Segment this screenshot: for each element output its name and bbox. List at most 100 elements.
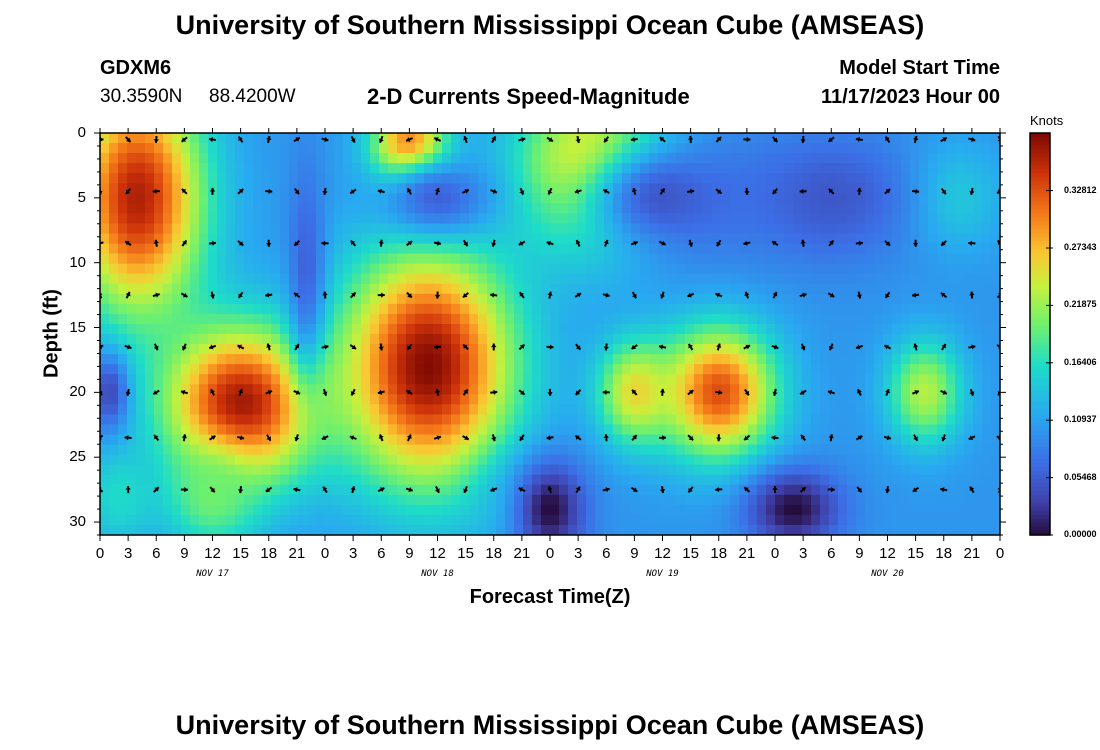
heatmap-cell	[874, 213, 884, 225]
heatmap-cell	[865, 273, 875, 285]
heatmap-cell	[613, 313, 623, 325]
heatmap-cell	[406, 344, 416, 355]
heatmap-cell	[145, 253, 155, 265]
heatmap-cell	[595, 283, 605, 295]
heatmap-cell	[451, 524, 461, 535]
heatmap-cell	[307, 163, 317, 174]
heatmap-cell	[550, 283, 560, 295]
y-tick-label: 20	[69, 383, 86, 401]
heatmap-cell	[892, 364, 902, 375]
heatmap-cell	[307, 253, 317, 265]
current-arrow	[603, 434, 609, 442]
heatmap-cell	[685, 514, 695, 526]
heatmap-cell	[658, 504, 668, 516]
heatmap-cell	[298, 454, 308, 466]
heatmap-cell	[631, 203, 641, 214]
heatmap-cell	[145, 203, 155, 214]
heatmap-cell	[892, 213, 902, 225]
heatmap-cell	[172, 384, 182, 395]
heatmap-cell	[217, 263, 227, 275]
heatmap-cell	[757, 454, 767, 466]
heatmap-cell	[244, 273, 254, 285]
heatmap-cell	[613, 193, 623, 204]
heatmap-cell	[829, 243, 839, 255]
heatmap-cell	[307, 233, 317, 245]
heatmap-cell	[262, 524, 272, 535]
heatmap-cell	[487, 524, 497, 535]
heatmap-cell	[964, 323, 974, 335]
heatmap-cell	[856, 163, 866, 174]
heatmap-cell	[280, 153, 290, 164]
heatmap-cell	[739, 434, 749, 446]
heatmap-cell	[721, 434, 731, 446]
heatmap-cell	[739, 283, 749, 295]
heatmap-cell	[298, 143, 308, 154]
heatmap-cell	[946, 424, 956, 436]
heatmap-cell	[523, 283, 533, 295]
heatmap-cell	[775, 354, 785, 365]
current-arrow	[799, 389, 807, 395]
heatmap-cell	[829, 303, 839, 315]
heatmap-cell	[442, 283, 452, 295]
heatmap-cell	[586, 283, 596, 295]
heatmap-cell	[676, 394, 686, 405]
heatmap-cell	[460, 243, 470, 255]
heatmap-cell	[901, 213, 911, 225]
heatmap-cell	[811, 434, 821, 446]
heatmap-cell	[127, 374, 137, 385]
heatmap-cell	[757, 233, 767, 245]
heatmap-cell	[379, 133, 389, 144]
heatmap-cell	[559, 193, 569, 204]
heatmap-cell	[955, 153, 965, 164]
heatmap-cell	[892, 173, 902, 184]
heatmap-cell	[208, 213, 218, 225]
heatmap-cell	[568, 153, 578, 164]
current-arrow	[630, 344, 638, 350]
heatmap-cell	[136, 293, 146, 305]
heatmap-cell	[523, 273, 533, 285]
heatmap-cell	[100, 454, 110, 466]
heatmap-cell	[910, 354, 920, 365]
heatmap-cell	[181, 524, 191, 535]
heatmap-cell	[541, 143, 551, 154]
heatmap-cell	[343, 464, 353, 476]
heatmap-cell	[199, 434, 209, 446]
heatmap-cell	[361, 344, 371, 355]
current-arrow	[688, 239, 694, 247]
heatmap-cell	[946, 414, 956, 426]
heatmap-cell	[496, 494, 506, 506]
heatmap-cell	[694, 193, 704, 204]
heatmap-cell	[388, 303, 398, 315]
heatmap-cell	[478, 283, 488, 295]
heatmap-cell	[946, 303, 956, 315]
colorbar-band	[1030, 418, 1050, 424]
heatmap-cell	[433, 283, 443, 295]
heatmap-cell	[163, 474, 173, 486]
heatmap-cell	[568, 344, 578, 355]
heatmap-cell	[658, 494, 668, 506]
heatmap-cell	[550, 334, 560, 345]
heatmap-cell	[784, 384, 794, 395]
heatmap-cell	[820, 434, 830, 446]
heatmap-cell	[937, 133, 947, 144]
heatmap-cell	[631, 173, 641, 184]
heatmap-cell	[271, 484, 281, 496]
current-arrow	[855, 344, 864, 350]
heatmap-cell	[775, 364, 785, 375]
heatmap-cell	[775, 494, 785, 506]
heatmap-cell	[640, 434, 650, 446]
heatmap-cell	[973, 253, 983, 265]
heatmap-cell	[316, 273, 326, 285]
heatmap-cell	[325, 203, 335, 214]
heatmap-cell	[838, 494, 848, 506]
heatmap-cell	[442, 344, 452, 355]
heatmap-cell	[820, 313, 830, 325]
heatmap-cell	[190, 434, 200, 446]
heatmap-cell	[307, 504, 317, 516]
heatmap-cell	[748, 243, 758, 255]
heatmap-cell	[838, 404, 848, 415]
heatmap-cell	[586, 444, 596, 456]
heatmap-cell	[946, 313, 956, 325]
heatmap-cell	[838, 173, 848, 184]
heatmap-cell	[514, 193, 524, 204]
